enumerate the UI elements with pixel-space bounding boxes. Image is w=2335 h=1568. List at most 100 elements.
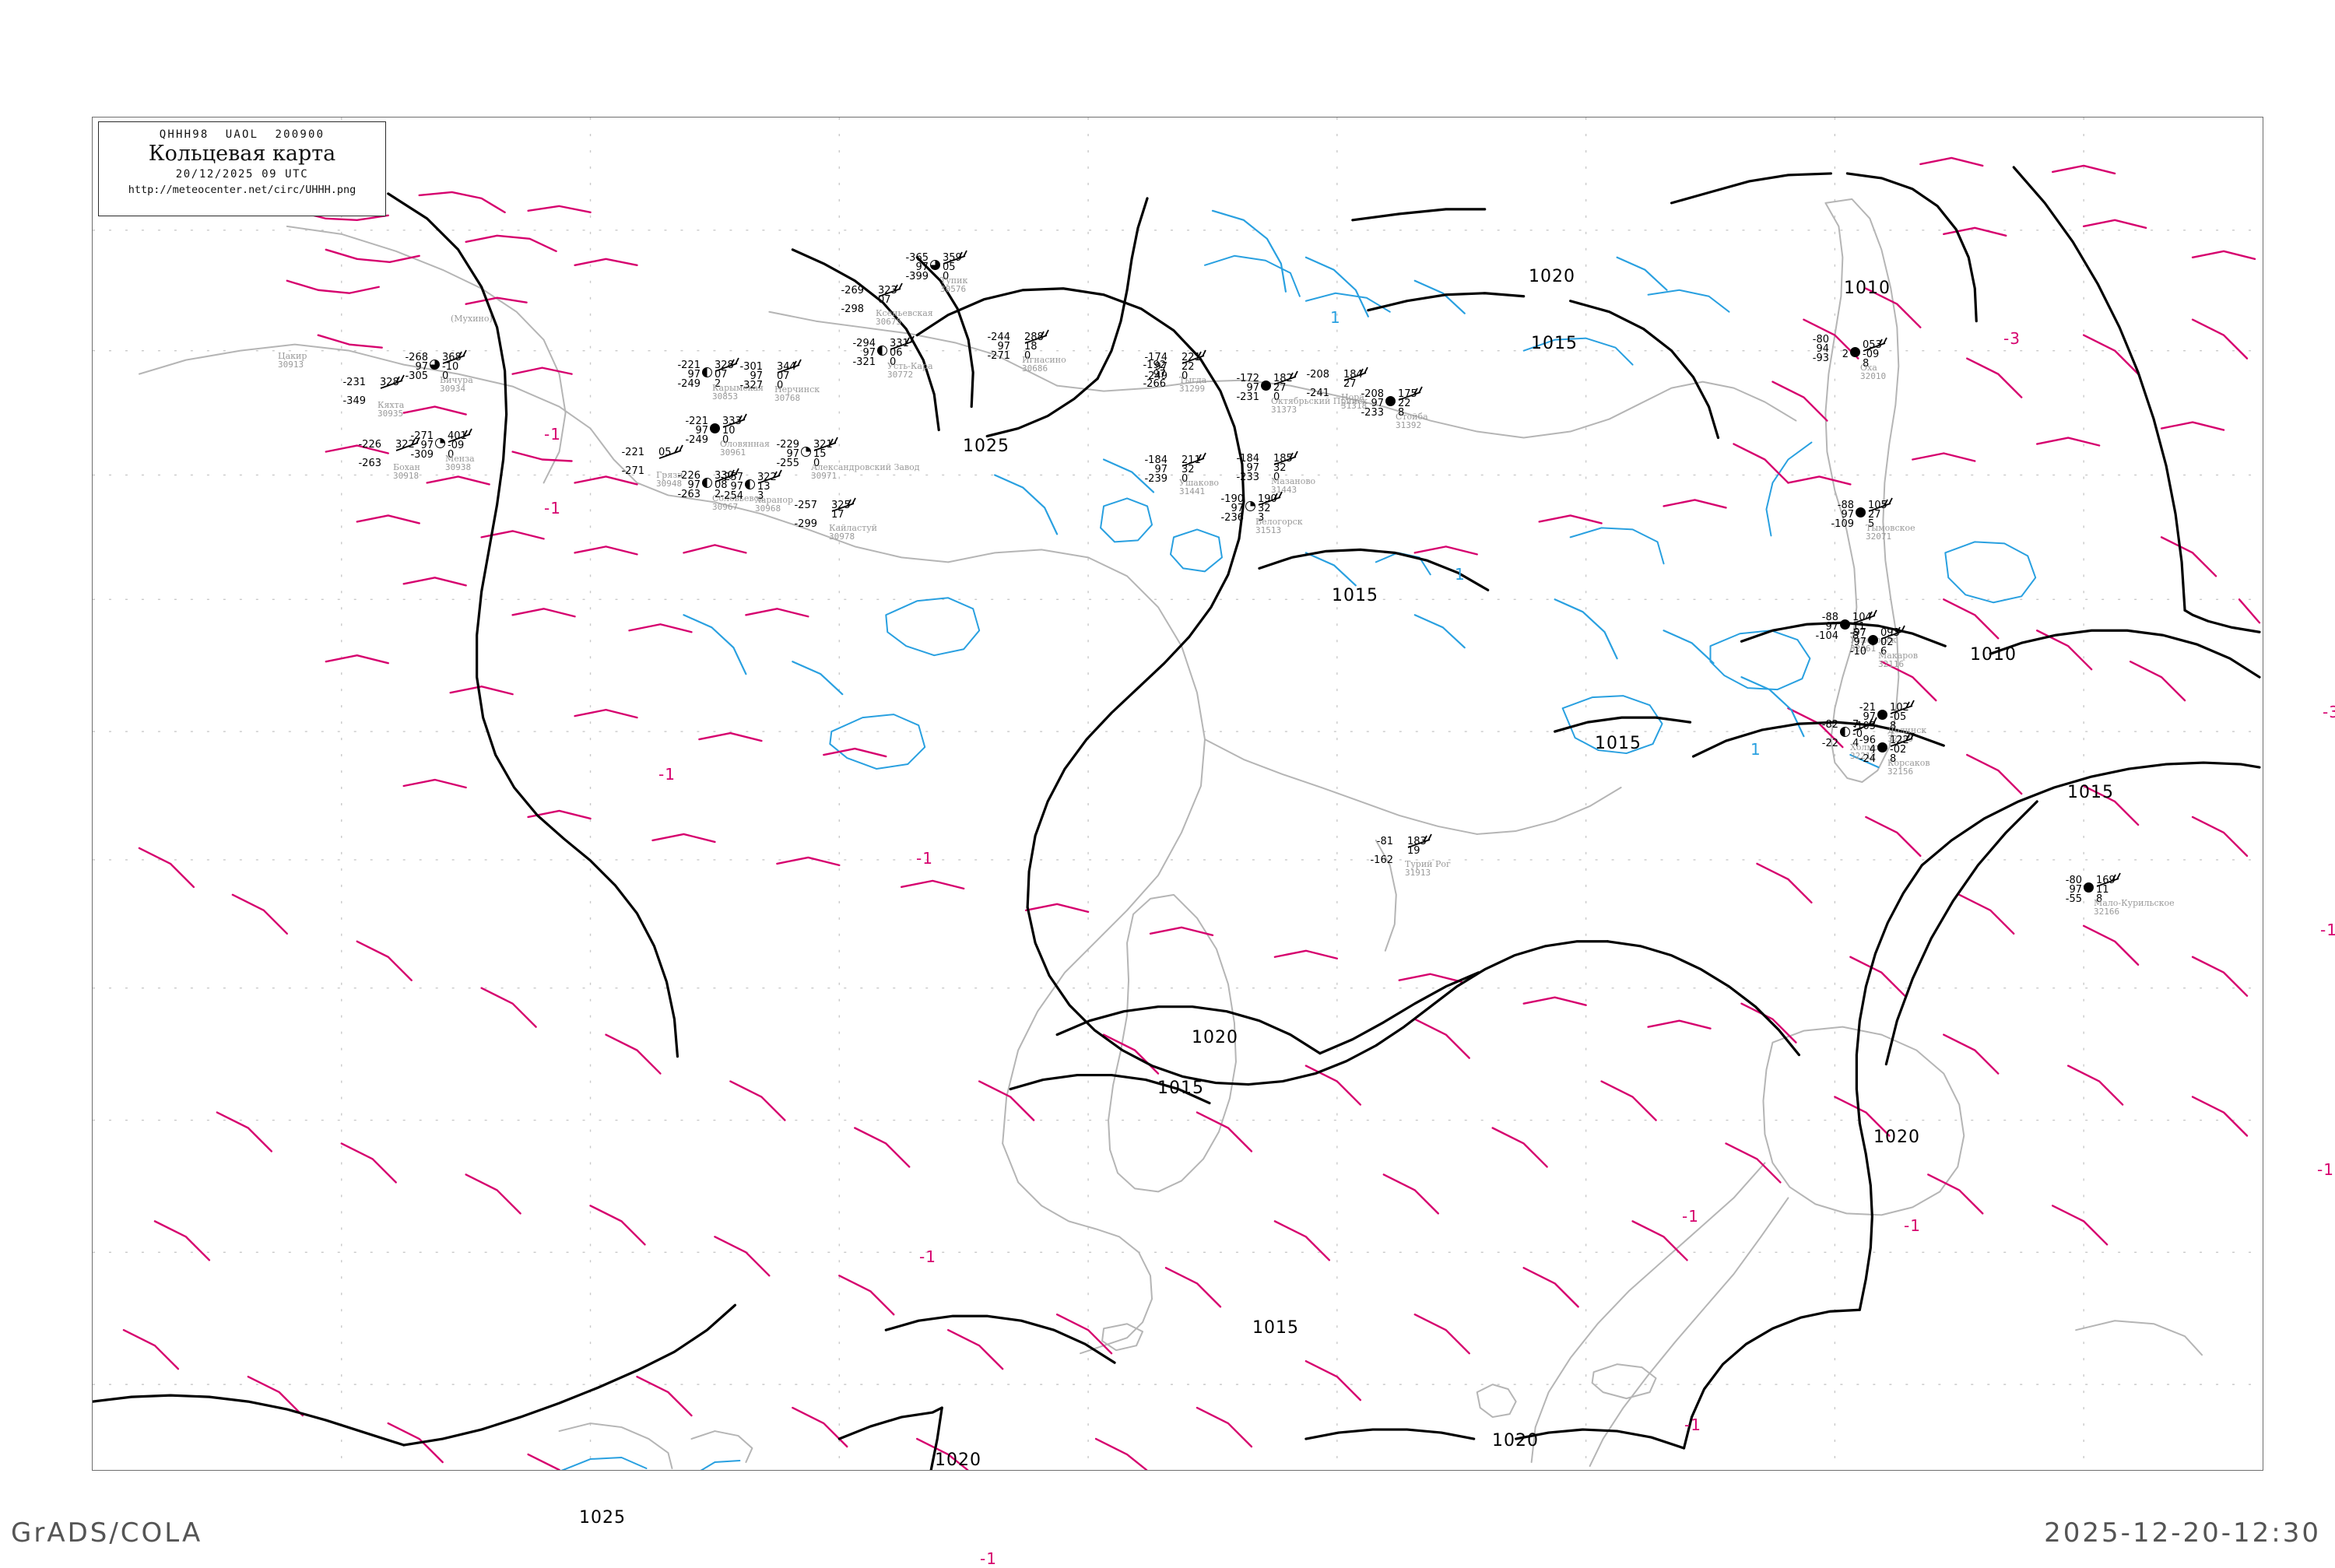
station-name: Игнасино <box>1022 355 1066 365</box>
isallobar-label: 1 <box>1750 740 1761 759</box>
station-pressure: 053 <box>1863 339 1882 351</box>
station-pressure: 322 <box>395 439 415 451</box>
cloud-cover-symbol <box>702 478 712 488</box>
station-temperature: -192 <box>1143 360 1166 371</box>
station-pressure-tendency: 17 <box>831 509 844 521</box>
station-pressure-tendency: 22 <box>1398 398 1411 409</box>
station-visibility: 97 <box>1246 462 1259 474</box>
station-pressure-tendency: 27 <box>1273 382 1287 394</box>
station-id: 31392 <box>1396 420 1422 430</box>
station-visibility: 97 <box>1154 464 1168 475</box>
station-pressure: 330 <box>715 470 734 482</box>
station-name: Бохан <box>393 462 420 472</box>
isallobar-label: -1 <box>1682 1207 1699 1226</box>
station-id: 32166 <box>2094 907 2120 917</box>
isobar-label: 1025 <box>579 1508 626 1528</box>
station-weather-code: 8 <box>1890 753 1897 765</box>
cloud-cover-symbol <box>2084 882 2094 893</box>
station-weather-code: 0 <box>943 271 950 282</box>
station-id: 30853 <box>712 391 739 402</box>
station-temperature: -231 <box>342 377 366 388</box>
station-id: 31373 <box>1271 405 1297 415</box>
isobar-label: 1015 <box>1157 1079 1204 1098</box>
station-temperature: -294 <box>852 338 876 349</box>
station-pressure-tendency: 22 <box>1182 361 1195 373</box>
station-name: Ксеньевская <box>876 308 933 318</box>
station-id: 30768 <box>774 393 801 403</box>
cloud-cover-symbol <box>1245 501 1255 511</box>
cloud-cover-symbol <box>1385 396 1396 406</box>
station-pressure-tendency: 18 <box>1024 341 1038 353</box>
station-dewpoint: -298 <box>841 303 864 315</box>
station-dewpoint: -22 <box>1821 738 1838 749</box>
station-dewpoint: -255 <box>776 458 799 469</box>
station-pressure-tendency: -0 <box>1852 728 1863 740</box>
isobar-label: 1015 <box>1332 586 1378 605</box>
isobar-label: 1015 <box>1531 334 1578 353</box>
cloud-cover-symbol <box>1850 347 1860 357</box>
station-temperature: -208 <box>1361 388 1384 400</box>
station-dewpoint: -309 <box>410 449 434 461</box>
station-name: Александровский Завод <box>811 462 920 472</box>
station-dewpoint: -236 <box>1220 512 1244 524</box>
station-pressure: 328 <box>715 360 734 371</box>
station-name: Харанор <box>755 495 793 505</box>
station-pressure: 102 <box>1890 702 1909 714</box>
station-pressure-tendency: 06 <box>890 347 903 359</box>
station-pressure-tendency: 27 <box>1343 378 1357 390</box>
station-id: 32010 <box>1860 371 1887 381</box>
station-pressure-tendency: -02 <box>1890 744 1907 756</box>
station-id: 32189 <box>1887 734 1914 744</box>
isobar-label: 1015 <box>1252 1318 1299 1338</box>
station-name: Долинск <box>1887 725 1927 735</box>
station-id: 30576 <box>940 284 967 294</box>
station-visibility: 97 <box>786 448 799 460</box>
station-weather-code: 0 <box>442 370 449 382</box>
station-pressure-tendency: 19 <box>1407 845 1420 857</box>
station-temperature: -301 <box>739 361 763 373</box>
station-visibility: 97 <box>750 370 763 382</box>
station-pressure: 328 <box>380 377 399 388</box>
isallobar-label: -1 <box>916 849 933 868</box>
station-name: Кяхта <box>377 400 405 410</box>
station-temperature: -221 <box>621 447 644 458</box>
station-name: Соловьевск <box>712 493 764 503</box>
station-visibility: 97 <box>997 341 1010 353</box>
station-weather-code: 2 <box>715 378 722 390</box>
cloud-cover-symbol <box>710 423 720 433</box>
isallobar-label: -1 <box>658 765 676 784</box>
station-weather-code: 5 <box>1868 518 1875 530</box>
isobar-label: 1020 <box>1192 1028 1238 1047</box>
station-name: Оха <box>1860 363 1877 373</box>
station-visibility: 97 <box>687 479 700 491</box>
station-id: 31318 <box>1341 401 1368 411</box>
station-name: Тыгда <box>1179 375 1207 385</box>
station-dewpoint: -239 <box>1144 473 1168 485</box>
station-pressure: 185 <box>1273 453 1293 465</box>
station-id: 30968 <box>755 503 781 514</box>
cloud-cover-symbol <box>745 479 755 489</box>
station-id: 30971 <box>811 471 837 481</box>
station-name: Оловянная <box>720 439 770 449</box>
station-pressure: 288 <box>1024 331 1044 343</box>
station-name: Нора <box>1341 392 1364 402</box>
isobar-label: 1020 <box>935 1450 981 1470</box>
isallobar-label: -1 <box>919 1247 936 1266</box>
isallobar-label: -1 <box>2320 921 2335 939</box>
station-weather-code: 0 <box>813 458 820 469</box>
isobars <box>93 166 2261 1470</box>
station-visibility: 97 <box>1841 509 1854 521</box>
isallobar-label: -1 <box>1684 1415 1701 1434</box>
station-dewpoint: -104 <box>1815 630 1838 642</box>
cloud-cover-symbol <box>1840 619 1850 630</box>
isallobar-label: -1 <box>1904 1216 1921 1235</box>
render-timestamp: 2025-12-20-12:30 <box>2044 1517 2321 1549</box>
isobar-label: 1020 <box>1492 1431 1539 1450</box>
station-dewpoint: -399 <box>905 271 929 282</box>
station-name: Усть-Кара <box>887 361 933 371</box>
station-visibility: 97 <box>1853 637 1866 648</box>
station-weather-code: 3 <box>1258 512 1265 524</box>
station-pressure-tendency: 32 <box>1182 464 1195 475</box>
isobar-label: 1010 <box>1970 645 2017 665</box>
station-visibility: 97 <box>1246 382 1259 394</box>
